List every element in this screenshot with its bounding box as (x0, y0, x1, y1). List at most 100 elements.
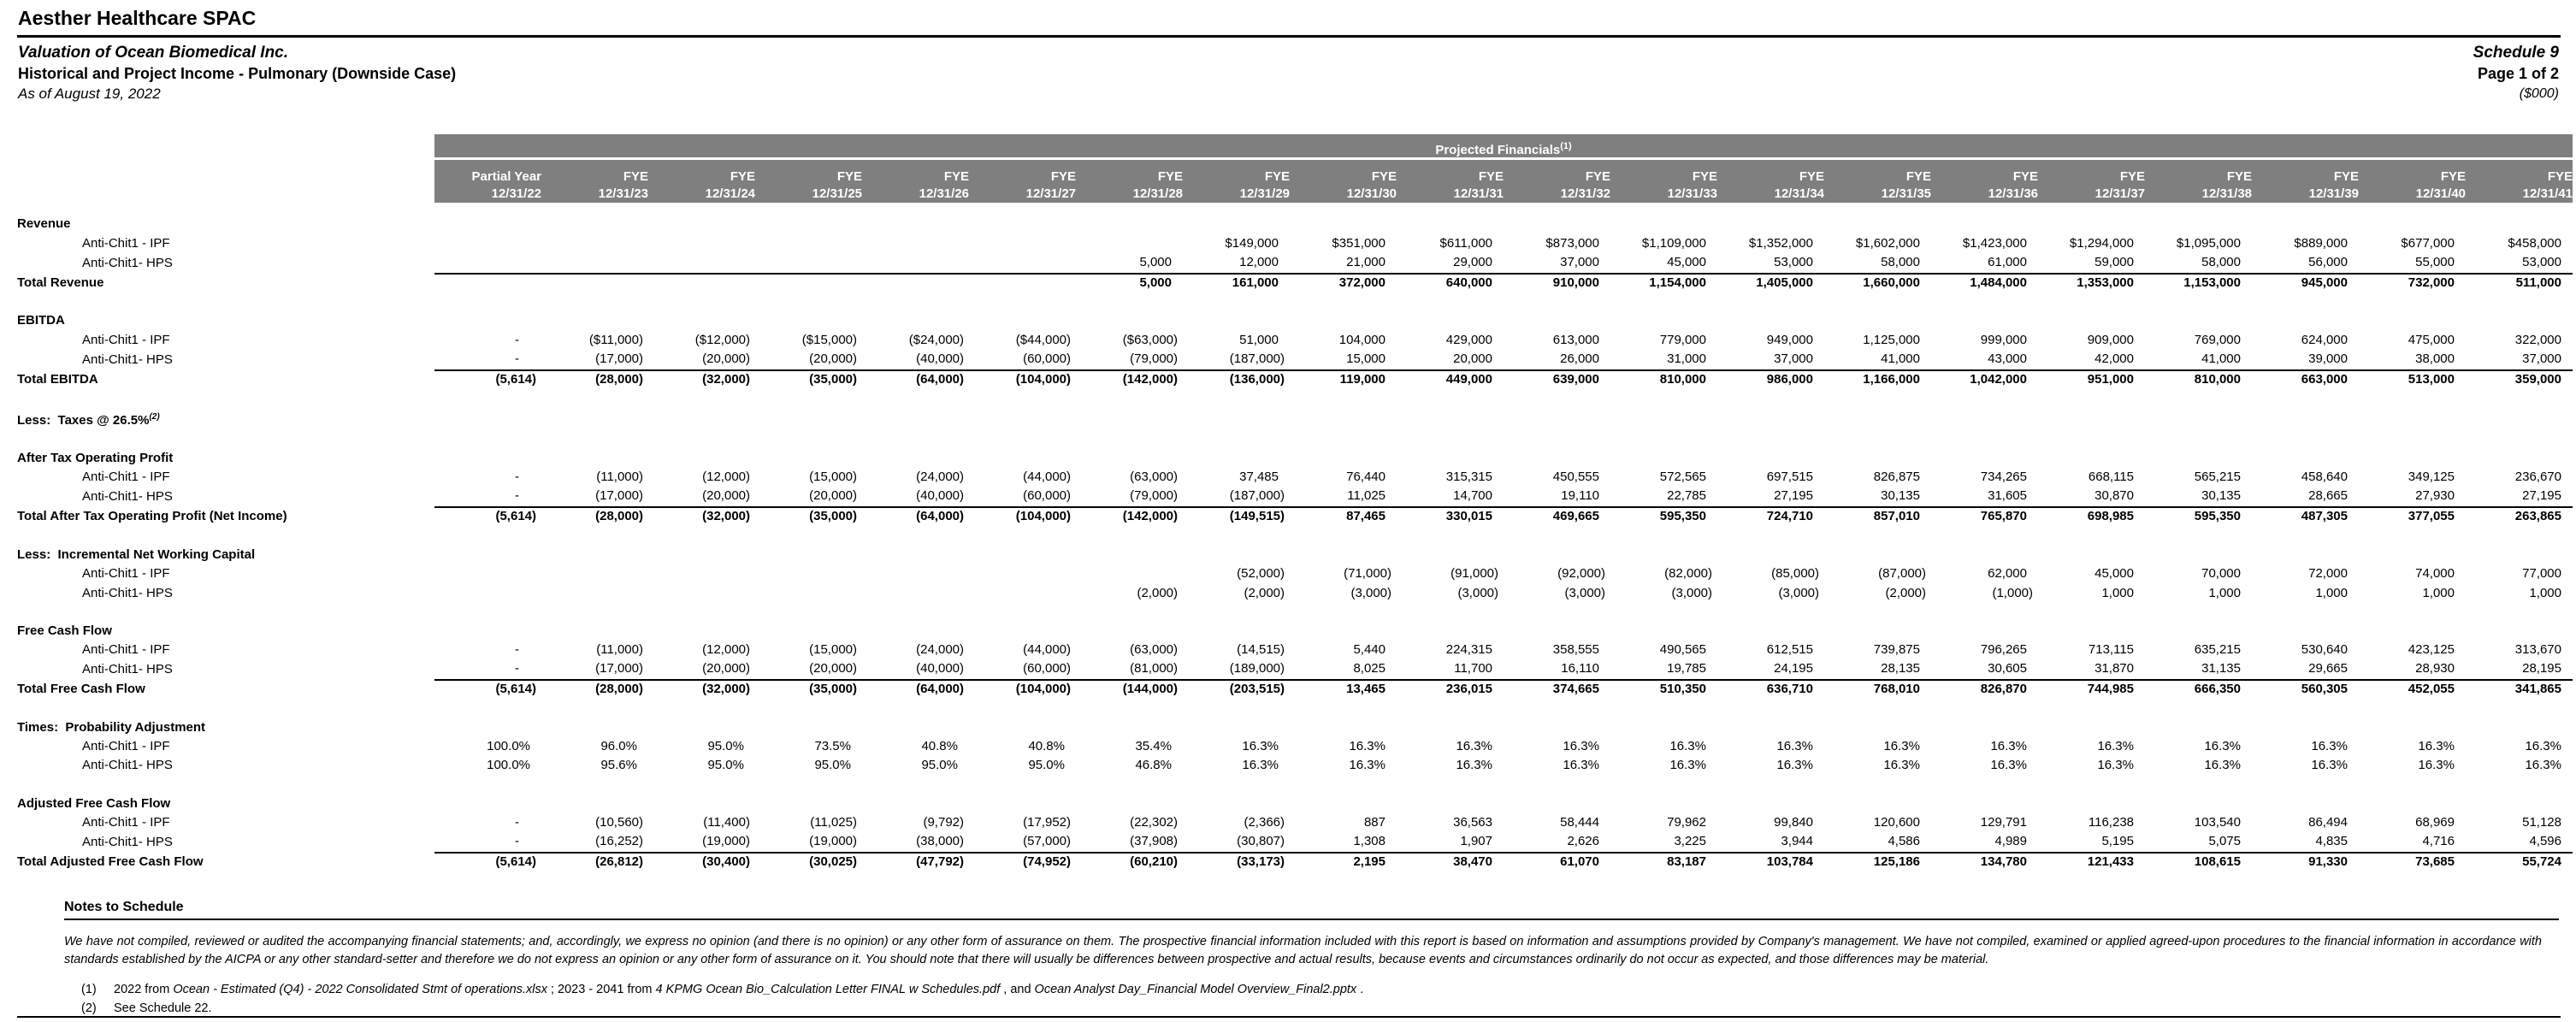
table-cell: $149,000 (1225, 235, 1279, 251)
table-cell (862, 253, 969, 275)
table-cell: (35,000) (809, 509, 857, 524)
column-header: FYE 12/31/27 (969, 158, 1076, 203)
table-cell: (82,000) (1664, 566, 1712, 582)
table-cell: (15,000) (809, 642, 857, 658)
table-cell (1397, 216, 1504, 234)
table-cell: 826,870 (1980, 682, 2027, 697)
table-cell (1931, 216, 2038, 234)
table-cell: 8,025 (1290, 660, 1397, 682)
units-label: ($000) (2519, 86, 2559, 101)
table-cell: 16.3% (1456, 758, 1492, 773)
table-cell: 635,215 (2194, 642, 2241, 658)
table-cell: 810,000 (2194, 371, 2241, 387)
table-cell (1717, 546, 1824, 564)
table-cell: 4,596 (2466, 833, 2573, 854)
table-cell (2466, 795, 2573, 813)
table-cell: 1,125,000 (1863, 332, 1920, 347)
table-cell: 5,195 (2038, 833, 2145, 854)
table-cell (755, 312, 862, 331)
table-cell: (20,000) (648, 487, 755, 509)
table-row: Anti-Chit1- HPS - (17,000) (20,000) (20,000)… (17, 487, 2573, 509)
table-cell: 810,000 (1659, 371, 1706, 387)
table-cell (1717, 409, 1824, 431)
table-cell (862, 216, 969, 234)
table-cell (1076, 565, 1183, 584)
table-cell: (44,000) (1023, 470, 1071, 485)
row-label: Times: Probability Adjustment (17, 719, 206, 735)
table-cell: 4,716 (2359, 833, 2466, 854)
table-cell: 42,000 (2038, 350, 2145, 371)
table-cell (541, 795, 648, 813)
table-cell (2038, 312, 2145, 331)
table-cell (969, 450, 1076, 469)
table-cell: 429,000 (1445, 332, 1492, 347)
table-cell: (5,614) (495, 682, 536, 697)
table-cell (862, 234, 969, 253)
table-cell: 87,465 (1346, 509, 1385, 524)
table-cell (1183, 312, 1290, 331)
table-cell: (3,000) (1671, 585, 1712, 600)
table-cell: 613,000 (1552, 332, 1599, 347)
table-cell: 95.6% (600, 758, 637, 773)
valuation-subtitle: Valuation of Ocean Biomedical Inc. (18, 44, 289, 62)
table-cell: 698,985 (2087, 509, 2134, 524)
table-cell (434, 584, 541, 603)
column-header: FYE 12/31/41 (2466, 158, 2573, 203)
table-cell: (74,952) (1023, 854, 1071, 870)
table-cell: 16.3% (2525, 739, 2561, 754)
table-cell: 19,110 (1504, 487, 1610, 509)
table-cell: (20,000) (755, 350, 862, 371)
table-cell: 56,000 (2252, 253, 2359, 275)
table-cell: 765,870 (1980, 509, 2027, 524)
table-cell (1504, 718, 1610, 737)
table-cell: (17,000) (541, 350, 648, 371)
table-cell: (1,000) (1992, 585, 2033, 600)
footnote: (1) 2022 from Ocean - Estimated (Q4) - 20… (81, 981, 2559, 1000)
table-cell: 45,000 (2094, 566, 2134, 582)
table-cell: 490,565 (1659, 642, 1706, 658)
table-cell (648, 718, 755, 737)
table-cell (1290, 450, 1397, 469)
table-row: Anti-Chit1- HPS 5,000 12,000 21,000 29,000 37… (17, 253, 2573, 275)
table-cell (648, 795, 755, 813)
table-cell: (92,000) (1557, 566, 1605, 582)
table-cell: 31,870 (2038, 660, 2145, 682)
table-cell: ($24,000) (908, 332, 964, 347)
table-cell: 103,540 (2194, 815, 2241, 830)
table-cell (648, 623, 755, 641)
table-cell (1824, 450, 1931, 469)
row-label: Anti-Chit1- HPS (82, 489, 173, 505)
table-cell: 16.3% (2311, 758, 2348, 773)
table-cell (1824, 546, 1931, 564)
table-cell: 11,025 (1290, 487, 1397, 509)
table-header-row: Partial Year 12/31/22 FYE 12/31/23 FYE 12/31/… (17, 158, 2573, 203)
table-cell (648, 409, 755, 431)
table-row: Anti-Chit1- HPS - (17,000) (20,000) (20,000)… (17, 350, 2573, 371)
table-cell: (17,000) (541, 660, 648, 682)
table-cell: 986,000 (1766, 371, 1813, 387)
table-cell (434, 274, 541, 293)
table-row: Adjusted Free Cash Flow (17, 795, 2573, 813)
table-cell: 37,485 (1239, 470, 1279, 485)
report-subheader: Valuation of Ocean Biomedical Inc. Histo… (18, 43, 456, 104)
table-cell (1931, 546, 2038, 564)
table-cell: (9,792) (923, 815, 964, 830)
table-cell: 595,350 (1659, 509, 1706, 524)
table-cell (541, 234, 648, 253)
table-cell: 2,626 (1504, 833, 1610, 854)
as-of-date: As of August 19, 2022 (18, 86, 161, 102)
table-cell (2252, 216, 2359, 234)
table-cell (434, 253, 541, 275)
table-cell: 108,615 (2194, 854, 2241, 870)
table-cell (1504, 216, 1610, 234)
table-cell: (2,000) (1885, 585, 1926, 600)
table-cell (862, 584, 969, 603)
table-cell (1290, 312, 1397, 331)
table-cell: 16.3% (2418, 758, 2455, 773)
table-cell: 53,000 (2466, 253, 2573, 275)
table-cell (1183, 409, 1290, 431)
table-cell (1183, 546, 1290, 564)
table-cell: 16.3% (1776, 758, 1813, 773)
table-cell: 55,724 (2522, 854, 2561, 870)
table-row: Anti-Chit1 - IPF (52,000) (71,000) (91,000)… (17, 565, 2573, 584)
